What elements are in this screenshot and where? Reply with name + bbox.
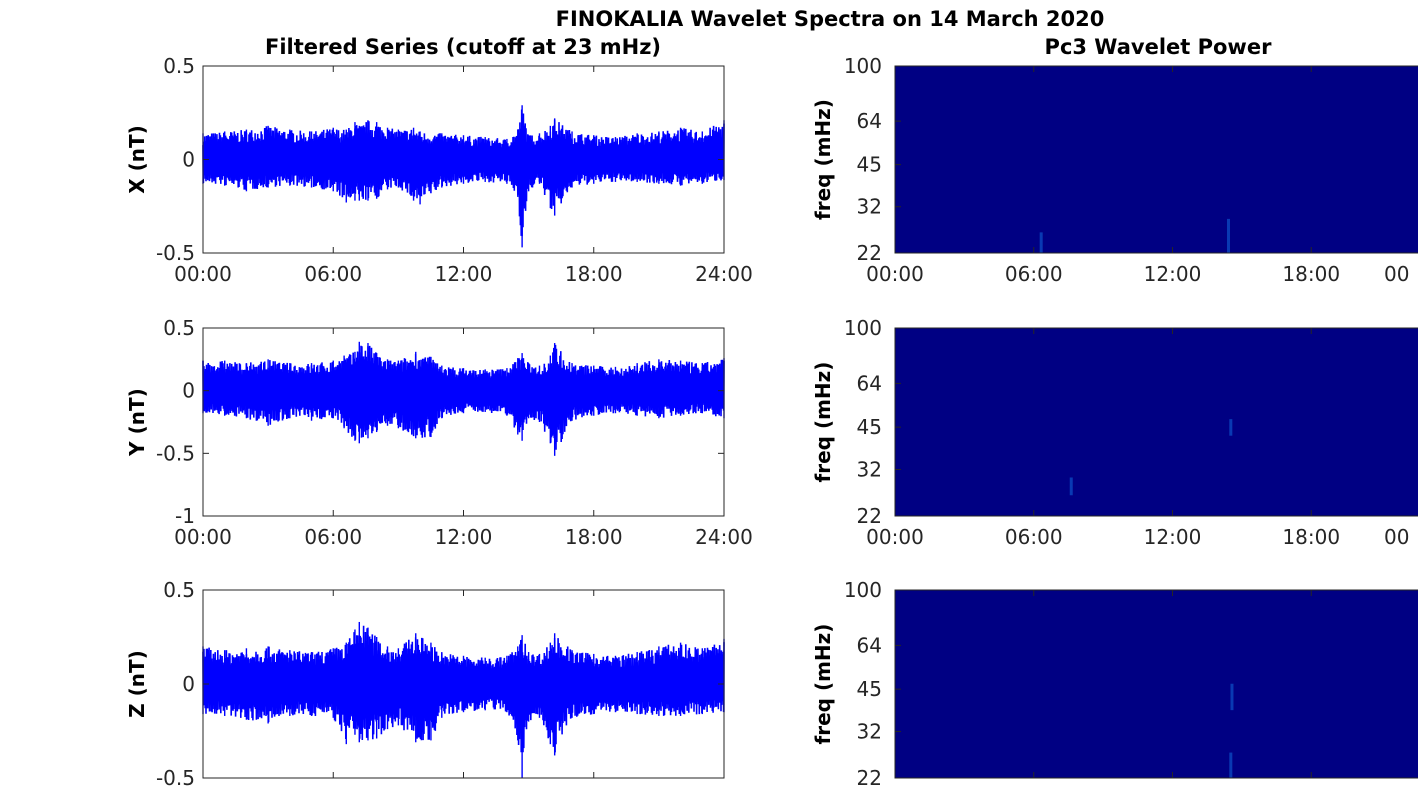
wavelet-hotspot <box>1229 419 1233 436</box>
series-panel-1: 00:00 06:00 12:00 18:00 24:00 0.5 0 -0.5 X (nT) <box>125 54 753 286</box>
y-tick-label: 0 <box>182 148 195 172</box>
y-axis-label: X (nT) <box>125 125 149 194</box>
y-tick-label: 32 <box>857 719 882 743</box>
x-tick-label: 18:00 <box>1282 525 1340 549</box>
x-tick-label: 12:00 <box>1144 262 1202 286</box>
wavelet-hotspot <box>1229 752 1233 778</box>
y-tick-label: 100 <box>844 54 882 78</box>
y-tick-label: 0 <box>182 672 195 696</box>
wavelet-hotspot <box>1227 218 1230 253</box>
right-column-title: Pc3 Wavelet Power <box>1045 35 1273 59</box>
y-tick-label: -0.5 <box>156 766 195 788</box>
y-axis-label: freq (mHz) <box>811 362 835 483</box>
y-tick-label: 64 <box>857 371 882 395</box>
y-axis-label: Y (nT) <box>125 388 149 457</box>
x-tick-label: 06:00 <box>304 525 362 549</box>
x-tick-label: 12:00 <box>435 525 493 549</box>
x-tick-label: 24:00 <box>695 525 753 549</box>
y-tick-label: 22 <box>857 766 882 788</box>
y-tick-label: 32 <box>857 457 882 481</box>
y-tick-label: 22 <box>857 241 882 265</box>
wavelet-panel-3: 100 64 45 32 22 freq (mHz) <box>811 578 1418 788</box>
x-tick-label: 12:00 <box>1144 525 1202 549</box>
y-axis-label: freq (mHz) <box>811 624 835 745</box>
wavelet-power-field <box>895 66 1418 253</box>
x-tick-label: 00:00 <box>866 262 924 286</box>
series-panel-3: 0.5 0 -0.5 Z (nT) <box>125 578 725 788</box>
y-tick-label: -0.5 <box>156 441 195 465</box>
y-tick-label: 0.5 <box>163 316 195 340</box>
y-tick-label: -1 <box>175 504 195 528</box>
y-tick-label: 100 <box>844 316 882 340</box>
x-tick-label: 00 <box>1384 262 1409 286</box>
series-panel-2: 00:00 06:00 12:00 18:00 24:00 0.5 0 -0.5 -1 Y (nT… <box>125 316 753 549</box>
x-tick-label: 06:00 <box>1005 262 1063 286</box>
y-tick-label: -0.5 <box>156 241 195 265</box>
y-tick-label: 32 <box>857 195 882 219</box>
y-tick-label: 45 <box>857 677 882 701</box>
x-tick-label: 00 <box>1384 525 1409 549</box>
x-tick-label: 18:00 <box>1282 262 1340 286</box>
y-tick-label: 64 <box>857 633 882 657</box>
y-tick-label: 100 <box>844 578 882 602</box>
x-tick-label: 00:00 <box>174 262 232 286</box>
wavelet-power-field <box>895 590 1418 778</box>
x-tick-label: 18:00 <box>565 262 623 286</box>
y-tick-label: 64 <box>857 109 882 133</box>
y-axis-label: freq (mHz) <box>811 99 835 220</box>
x-tick-label: 18:00 <box>565 525 623 549</box>
wavelet-power-field <box>895 328 1418 516</box>
y-tick-label: 0 <box>182 379 195 403</box>
y-axis-label: Z (nT) <box>125 650 149 718</box>
x-tick-label: 00:00 <box>866 525 924 549</box>
x-tick-label: 06:00 <box>304 262 362 286</box>
figure-suptitle: FINOKALIA Wavelet Spectra on 14 March 20… <box>556 7 1105 31</box>
wavelet-hotspot <box>1069 477 1073 496</box>
x-tick-label: 06:00 <box>1005 525 1063 549</box>
left-column-title: Filtered Series (cutoff at 23 mHz) <box>265 35 661 59</box>
y-tick-label: 22 <box>857 504 882 528</box>
x-tick-label: 12:00 <box>435 262 493 286</box>
y-tick-label: 0.5 <box>163 578 195 602</box>
x-tick-label: 00:00 <box>174 525 232 549</box>
series-plot-area <box>203 328 724 516</box>
y-tick-label: 45 <box>857 415 882 439</box>
y-tick-label: 0.5 <box>163 54 195 78</box>
x-tick-label: 24:00 <box>695 262 753 286</box>
y-tick-label: 45 <box>857 153 882 177</box>
wavelet-hotspot <box>1039 232 1043 253</box>
wavelet-hotspot <box>1230 683 1234 711</box>
wavelet-panel-2: 00:00 06:00 12:00 18:00 00 100 64 45 32 22 freq (m… <box>811 316 1418 549</box>
wavelet-panel-1: 00:00 06:00 12:00 18:00 00 100 64 45 32 22 freq (m… <box>811 54 1418 286</box>
